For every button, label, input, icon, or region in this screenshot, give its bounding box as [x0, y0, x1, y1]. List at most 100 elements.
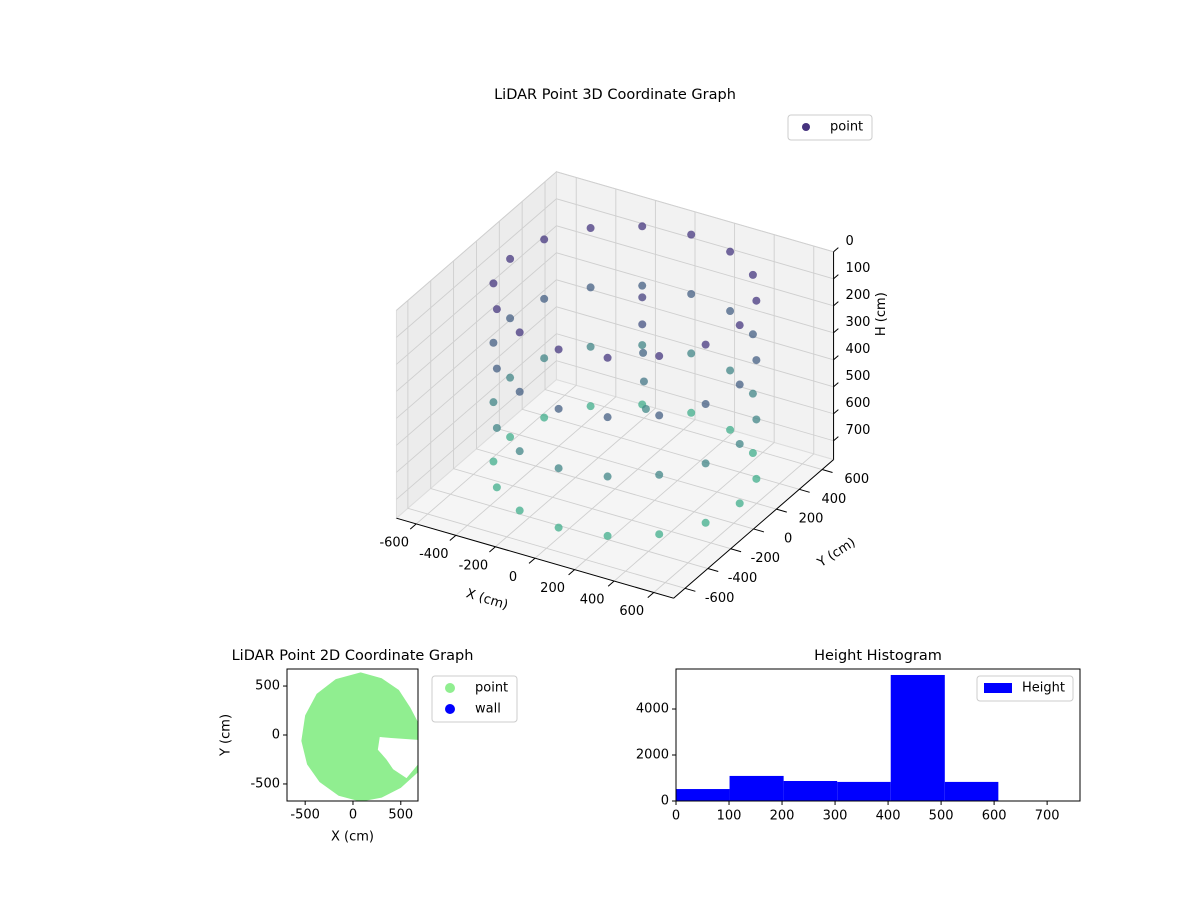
point [749, 449, 757, 457]
point [506, 255, 514, 263]
x-tick-label: 0 [349, 808, 357, 823]
x-tick-label: 500 [388, 808, 413, 823]
point [640, 377, 648, 385]
z-tick-label: 500 [846, 369, 871, 384]
x-tick-label: 300 [823, 809, 848, 824]
z-tick-label: 100 [846, 261, 871, 276]
point [726, 426, 734, 434]
point [638, 341, 646, 349]
y-tick [799, 489, 809, 492]
legend-marker [445, 704, 455, 714]
y-tick-label: 200 [799, 512, 824, 527]
point [726, 307, 734, 315]
point [489, 398, 497, 406]
x-tick-label: 100 [717, 809, 742, 824]
x-tick-label: 0 [672, 809, 680, 824]
y-tick [731, 549, 741, 552]
point [587, 283, 595, 291]
point [726, 366, 734, 374]
point [604, 354, 612, 362]
point [555, 345, 563, 353]
z-tick [834, 275, 839, 279]
x-axis-label: X (cm) [331, 830, 374, 845]
x-tick-label: 400 [876, 809, 901, 824]
point [516, 388, 524, 396]
point [587, 343, 595, 351]
z-tick-label: 300 [846, 315, 871, 330]
x-tick-label: 200 [770, 809, 795, 824]
x-tick-label: -400 [419, 547, 449, 562]
y-tick [822, 470, 832, 473]
y-axis-label: Y (cm) [219, 714, 234, 757]
legend-marker [984, 683, 1012, 693]
point [752, 356, 760, 364]
point [587, 224, 595, 232]
point [752, 415, 760, 423]
chart-title: Height Histogram [814, 648, 942, 664]
bar [945, 782, 999, 801]
y-tick [776, 509, 786, 512]
point [506, 374, 514, 382]
point [489, 279, 497, 287]
x-tick [569, 570, 575, 575]
point [702, 341, 710, 349]
x-tick [648, 592, 654, 597]
point-area [301, 672, 418, 801]
x-tick-label: 600 [982, 809, 1007, 824]
point [687, 290, 695, 298]
point [638, 320, 646, 328]
point [555, 524, 563, 532]
y-tick-label: 400 [822, 492, 847, 507]
point [493, 305, 501, 313]
y-tick [685, 588, 695, 591]
x-tick [450, 535, 456, 540]
y-tick-label: 4000 [636, 702, 669, 717]
point [555, 464, 563, 472]
z-tick-label: 600 [846, 396, 871, 411]
legend-marker [802, 123, 810, 131]
point [655, 411, 663, 419]
point [638, 293, 646, 301]
point [736, 321, 744, 329]
x-tick-label: 500 [929, 809, 954, 824]
z-tick [834, 383, 839, 387]
point [540, 414, 548, 422]
legend-label: point [830, 120, 863, 135]
x-tick-label: -200 [459, 558, 489, 573]
x-tick [410, 524, 416, 529]
legend-label: point [475, 681, 508, 696]
z-tick [834, 356, 839, 360]
y-tick-label: 0 [272, 728, 280, 743]
point [752, 297, 760, 305]
y-tick-label: 500 [255, 679, 280, 694]
y-tick-label: 0 [784, 531, 792, 546]
point [587, 402, 595, 410]
legend-label: Height [1022, 681, 1065, 696]
point [749, 390, 757, 398]
point [489, 458, 497, 466]
y-tick [708, 569, 718, 572]
point [555, 405, 563, 413]
point [493, 424, 501, 432]
point [749, 330, 757, 338]
point [655, 352, 663, 360]
point [702, 459, 710, 467]
x-tick-label: -500 [290, 808, 320, 823]
x-tick-label: 700 [1035, 809, 1060, 824]
point [726, 248, 734, 256]
y-tick-label: -200 [751, 551, 781, 566]
point [604, 532, 612, 540]
point [687, 349, 695, 357]
point [493, 483, 501, 491]
point [736, 499, 744, 507]
point [687, 231, 695, 239]
y-axis-label: Y (cm) [814, 535, 858, 571]
point [516, 447, 524, 455]
point [655, 471, 663, 479]
x-axis-label: X (cm) [464, 586, 510, 613]
y-tick [754, 529, 764, 532]
x-tick-label: 600 [619, 604, 644, 619]
z-tick-label: 400 [846, 342, 871, 357]
point [642, 405, 650, 413]
